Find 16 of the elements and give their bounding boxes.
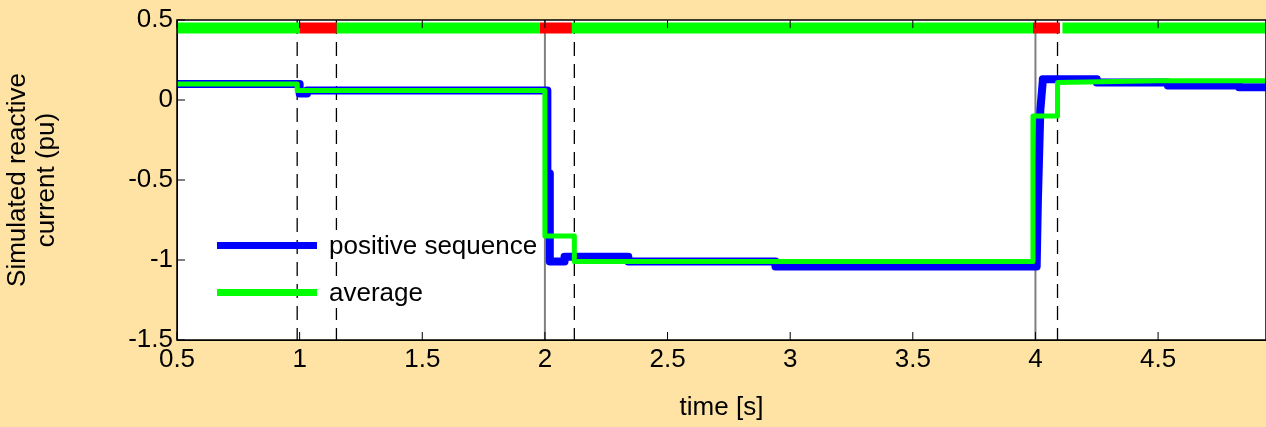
y-tick-label: -0.5 — [128, 163, 173, 194]
x-tick-label: 1 — [292, 342, 307, 373]
y-axis-title: Simulated reactive current (pu) — [1, 73, 61, 287]
x-tick-label: 4 — [1028, 342, 1043, 373]
y-tick-label: 0 — [158, 83, 173, 114]
y-tick-label: -1 — [149, 243, 173, 274]
x-tick-label: 2.5 — [649, 342, 686, 373]
legend-label: average — [329, 277, 423, 308]
y-tick-label: 0.5 — [136, 3, 173, 34]
x-tick-label: 3.5 — [894, 342, 931, 373]
x-tick-label: 2 — [537, 342, 553, 373]
x-tick-label: 4.5 — [1140, 342, 1177, 373]
x-tick-label: 3 — [782, 342, 798, 373]
legend-label: positive sequence — [329, 230, 538, 261]
x-axis-title: time [s] — [679, 390, 764, 421]
x-tick-label: 1.5 — [404, 342, 441, 373]
